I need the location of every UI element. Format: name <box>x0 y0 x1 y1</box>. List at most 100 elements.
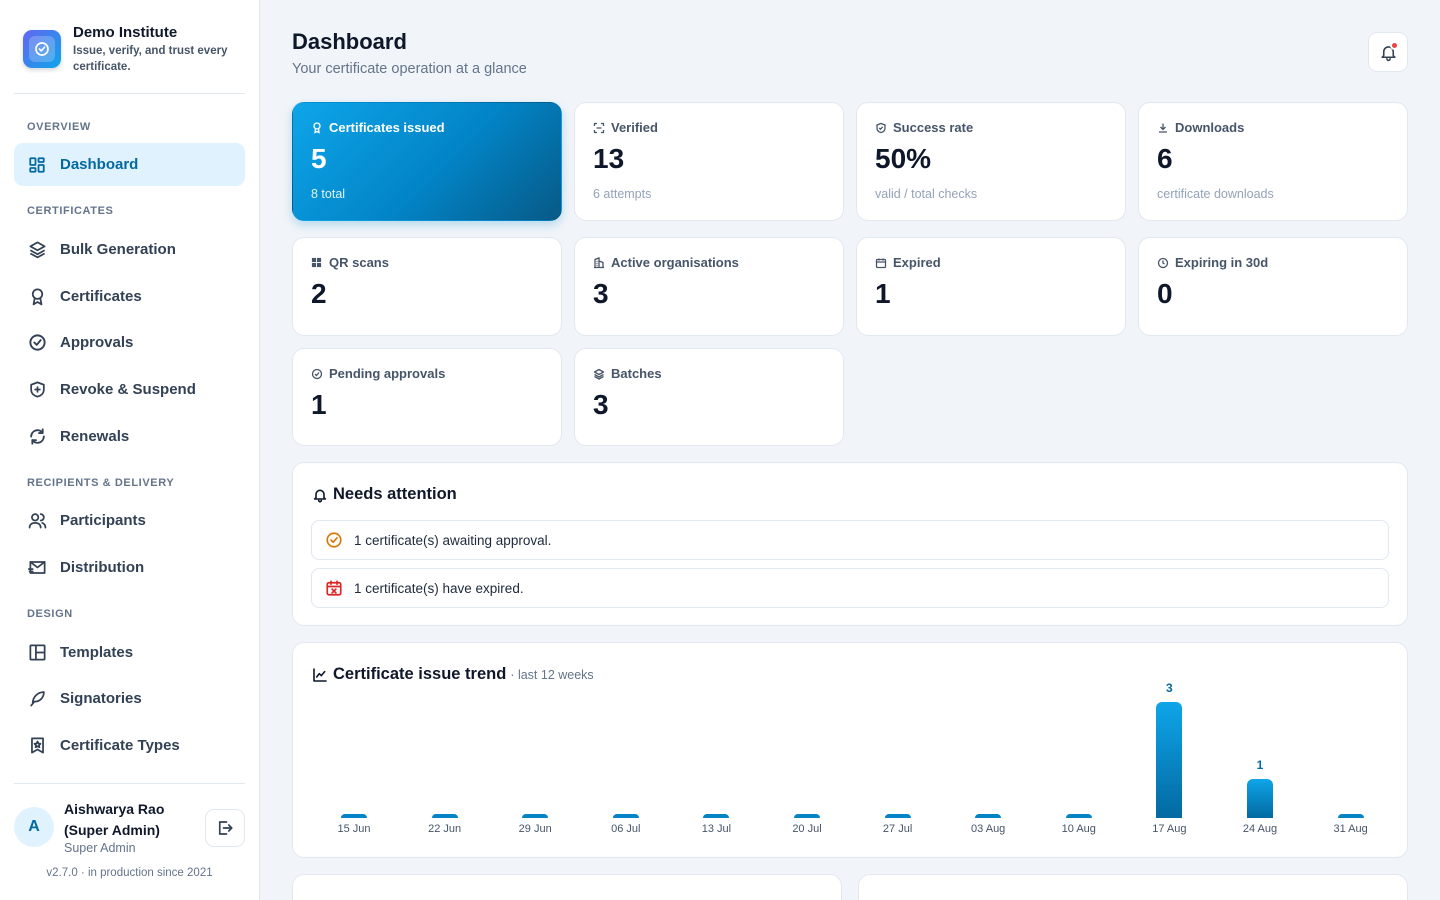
brand-logo <box>23 30 61 68</box>
logout-button[interactable] <box>205 809 245 847</box>
sidebar-item-label: Bulk Generation <box>60 241 176 258</box>
stat-card-qr-scans[interactable]: QR scans 2 <box>292 237 562 336</box>
sidebar-item-label: Revoke & Suspend <box>60 381 196 398</box>
sidebar-item-label: Certificate Types <box>60 737 180 754</box>
stat-label: Active organisations <box>593 255 739 270</box>
sidebar-item-revoke-suspend[interactable]: Revoke & Suspend <box>14 368 245 411</box>
check-circle-icon <box>311 368 323 380</box>
calendar-x-icon <box>325 579 343 597</box>
stat-card-expiring-30d[interactable]: Expiring in 30d 0 <box>1138 237 1408 336</box>
section-subtitle: · last 12 weeks <box>510 668 594 682</box>
avatar[interactable]: A <box>14 807 54 847</box>
sidebar-item-label: Approvals <box>60 334 134 351</box>
x-tick-label: 15 Jun <box>337 823 371 835</box>
page-subtitle: Your certificate operation at a glance <box>292 61 527 77</box>
stat-label: QR scans <box>311 255 389 270</box>
chart-bar <box>431 814 458 818</box>
chart-bar <box>612 814 639 818</box>
stat-label: Verified <box>593 120 658 135</box>
chart-bar <box>975 814 1002 818</box>
nav-section-overview: OVERVIEW <box>27 121 91 133</box>
brand-name: Demo Institute <box>73 24 178 41</box>
shield-plus-icon <box>27 380 47 400</box>
refresh-icon <box>27 427 47 447</box>
sidebar-item-label: Dashboard <box>60 156 139 173</box>
section-title: Needs attention <box>312 485 457 504</box>
x-tick-label: 27 Jul <box>882 823 913 835</box>
sidebar-item-participants[interactable]: Participants <box>14 499 245 542</box>
stat-value: 5 <box>311 143 327 174</box>
chart-bar <box>884 814 911 818</box>
stat-card-expired[interactable]: Expired 1 <box>856 237 1126 336</box>
pending-check-icon <box>325 531 343 549</box>
calendar-icon <box>875 257 887 269</box>
clock-icon <box>1157 257 1169 269</box>
users-icon <box>27 511 47 531</box>
bar-value-label: 3 <box>1166 681 1173 695</box>
attention-item[interactable]: 1 certificate(s) awaiting approval. <box>311 520 1389 560</box>
sidebar-item-bulk-generation[interactable]: Bulk Generation <box>14 228 245 271</box>
sidebar-item-certificate-types[interactable]: Certificate Types <box>14 724 245 767</box>
attention-item[interactable]: 1 certificate(s) have expired. <box>311 568 1389 608</box>
sidebar-item-label: Certificates <box>60 288 142 305</box>
sidebar-item-approvals[interactable]: Approvals <box>14 321 245 364</box>
sidebar-item-renewals[interactable]: Renewals <box>14 415 245 458</box>
badge-check-icon <box>35 42 49 56</box>
bar-value-label: 1 <box>1256 758 1264 773</box>
award-icon <box>311 122 323 134</box>
stat-card-downloads[interactable]: Downloads 6 certificate downloads <box>1138 102 1408 221</box>
page-title: Dashboard <box>292 29 407 54</box>
sidebar-item-label: Signatories <box>60 690 142 707</box>
stat-label: Downloads <box>1157 120 1244 135</box>
brand: Demo Institute Issue, verify, and trust … <box>14 14 245 94</box>
stat-label: Expiring in 30d <box>1157 255 1268 270</box>
chart-bar <box>1247 779 1273 818</box>
sidebar-item-dashboard[interactable]: Dashboard <box>14 143 245 186</box>
sidebar-item-label: Templates <box>60 644 134 661</box>
stat-value: 13 <box>593 143 625 174</box>
x-tick-label: 31 Aug <box>1333 823 1368 835</box>
divider <box>14 783 245 784</box>
stat-card-verified[interactable]: Verified 13 6 attempts <box>574 102 844 221</box>
building-icon <box>593 256 605 269</box>
nav-section-certificates: CERTIFICATES <box>27 205 114 217</box>
stat-label: Success rate <box>875 120 973 135</box>
send-mail-icon <box>27 558 47 578</box>
notification-dot <box>1390 41 1399 50</box>
chart-bar <box>703 814 730 818</box>
chart-bar <box>794 814 820 818</box>
stat-card-pending-approvals[interactable]: Pending approvals 1 <box>292 348 562 446</box>
attention-text: 1 certificate(s) have expired. <box>354 580 524 596</box>
attention-text: 1 certificate(s) awaiting approval. <box>354 532 552 548</box>
x-tick-label: 22 Jun <box>428 823 462 835</box>
stat-value: 6 <box>1157 143 1173 174</box>
chart-bar <box>522 814 549 818</box>
bottom-panel-left <box>292 874 842 900</box>
stat-card-certificates-issued[interactable]: Certificates issued 5 8 total <box>292 102 562 221</box>
sidebar-item-signatories[interactable]: Signatories <box>14 677 245 720</box>
version-info: v2.7.0 · in production since 2021 <box>46 867 213 879</box>
sidebar-item-distribution[interactable]: Distribution <box>14 546 245 589</box>
feather-pen-icon <box>27 689 47 709</box>
chart-bar <box>1337 814 1364 818</box>
logout-icon <box>218 821 233 835</box>
x-tick-label: 06 Jul <box>611 823 641 835</box>
layers-icon <box>593 368 605 380</box>
check-circle-icon <box>27 333 47 353</box>
needs-attention-panel: Needs attention 1 certificate(s) awaitin… <box>292 462 1408 626</box>
bell-icon <box>312 487 328 503</box>
stat-label: Certificates issued <box>311 120 445 135</box>
chart-bar <box>1065 814 1092 818</box>
stat-card-batches[interactable]: Batches 3 <box>574 348 844 446</box>
scan-icon <box>593 122 605 134</box>
notifications-button[interactable] <box>1368 32 1408 72</box>
qr-icon <box>311 257 323 269</box>
sidebar-item-templates[interactable]: Templates <box>14 631 245 674</box>
stat-card-active-organisations[interactable]: Active organisations 3 <box>574 237 844 336</box>
section-title: Certificate issue trend · last 12 weeks <box>312 665 594 684</box>
sidebar-item-certificates[interactable]: Certificates <box>14 275 245 318</box>
stat-sub: certificate downloads <box>1157 187 1274 201</box>
download-icon <box>1157 122 1169 134</box>
stat-card-success-rate[interactable]: Success rate 50% valid / total checks <box>856 102 1126 221</box>
stat-label: Pending approvals <box>311 366 445 381</box>
